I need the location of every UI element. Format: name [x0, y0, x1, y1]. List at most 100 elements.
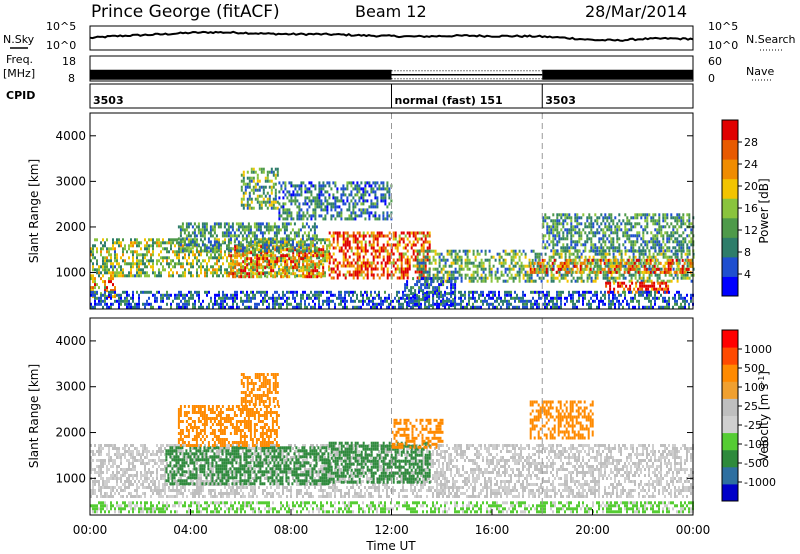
power-cell: [402, 276, 405, 280]
power-cell: [531, 270, 534, 274]
power-cell: [205, 225, 208, 229]
power-cell: [601, 267, 604, 271]
power-cell: [260, 251, 263, 255]
power-cell: [604, 252, 607, 256]
power-cell: [667, 258, 670, 262]
power-cell: [372, 299, 374, 303]
power-cell: [268, 241, 270, 245]
power-cell: [288, 269, 291, 273]
power-cell: [120, 271, 122, 275]
power-cell: [448, 252, 451, 256]
power-cell: [256, 182, 259, 186]
power-cell: [296, 266, 299, 270]
power-cell: [330, 293, 332, 297]
power-cell: [244, 275, 247, 279]
power-cell: [500, 270, 503, 274]
power-cell: [278, 265, 280, 269]
power-cell: [230, 269, 233, 273]
power-cell: [185, 234, 188, 238]
power-cell: [450, 302, 452, 306]
power-cell: [554, 305, 556, 309]
power-cell: [452, 283, 455, 287]
power-cell: [354, 234, 357, 238]
power-cell: [253, 234, 256, 238]
power-cell: [298, 254, 301, 258]
power-cell: [152, 253, 154, 257]
power-cell: [305, 222, 308, 226]
power-cell: [520, 264, 523, 268]
power-cell: [254, 302, 256, 306]
power-cell: [514, 299, 516, 303]
power-cell: [142, 259, 144, 263]
power-cell: [306, 256, 308, 260]
power-cell: [254, 262, 256, 266]
power-cell: [346, 234, 349, 238]
power-cell: [324, 238, 326, 242]
power-cell: [322, 256, 324, 260]
power-cell: [612, 279, 615, 283]
power-cell: [593, 264, 596, 268]
power-cell: [248, 176, 251, 180]
power-cell: [316, 290, 318, 294]
power-cell: [242, 254, 245, 258]
power-cell: [267, 237, 270, 241]
power-cell: [174, 293, 176, 297]
power-cell: [255, 228, 258, 232]
power-cell: [464, 276, 467, 280]
power-cell: [426, 258, 429, 262]
power-cell: [92, 253, 94, 257]
power-cell: [234, 293, 236, 297]
power-cell: [114, 286, 116, 290]
power-cell: [336, 231, 339, 235]
power-cell: [448, 298, 451, 302]
power-cell: [274, 245, 277, 249]
power-cell: [250, 299, 252, 303]
power-cell: [670, 249, 673, 253]
power-cell: [124, 290, 126, 294]
power-cell: [380, 273, 383, 277]
power-cell: [666, 255, 669, 259]
power-cell: [588, 261, 591, 265]
power-cell: [156, 299, 158, 303]
power-cell: [122, 274, 124, 278]
power-cell: [692, 267, 695, 271]
power-cell: [256, 200, 259, 204]
power-cell: [213, 249, 216, 253]
power-cell: [246, 272, 249, 276]
power-cell: [220, 299, 222, 303]
nsearch-label: N.Search: [746, 33, 796, 46]
power-cell: [637, 270, 640, 274]
power-cell: [642, 276, 645, 280]
power-cell: [246, 299, 248, 303]
power-cell: [512, 279, 515, 283]
power-cell: [346, 181, 349, 185]
power-cell: [554, 252, 557, 256]
power-cell: [232, 269, 235, 273]
power-cell: [528, 299, 530, 303]
power-cell: [304, 275, 307, 279]
power-cell: [566, 299, 568, 303]
power-cell: [176, 293, 178, 297]
power-cell: [406, 293, 408, 297]
power-cell: [244, 266, 247, 270]
power-cell: [554, 302, 556, 306]
power-cell: [310, 181, 313, 185]
power-cell: [198, 259, 200, 263]
power-cell: [516, 296, 518, 300]
power-cell: [450, 299, 452, 303]
power-cell: [326, 208, 329, 212]
power-cell: [267, 231, 270, 235]
power-cell: [160, 305, 162, 309]
power-cell: [564, 302, 566, 306]
power-cell: [148, 259, 150, 263]
power-cell: [572, 290, 574, 294]
power-cell: [118, 262, 120, 266]
power-cell: [314, 296, 316, 300]
power-cell: [304, 305, 306, 309]
power-cell: [200, 268, 202, 272]
power-cell: [308, 272, 311, 276]
power-cell: [372, 246, 375, 250]
power-cell: [484, 267, 487, 271]
power-cell: [360, 211, 363, 215]
power-cell: [304, 259, 306, 263]
